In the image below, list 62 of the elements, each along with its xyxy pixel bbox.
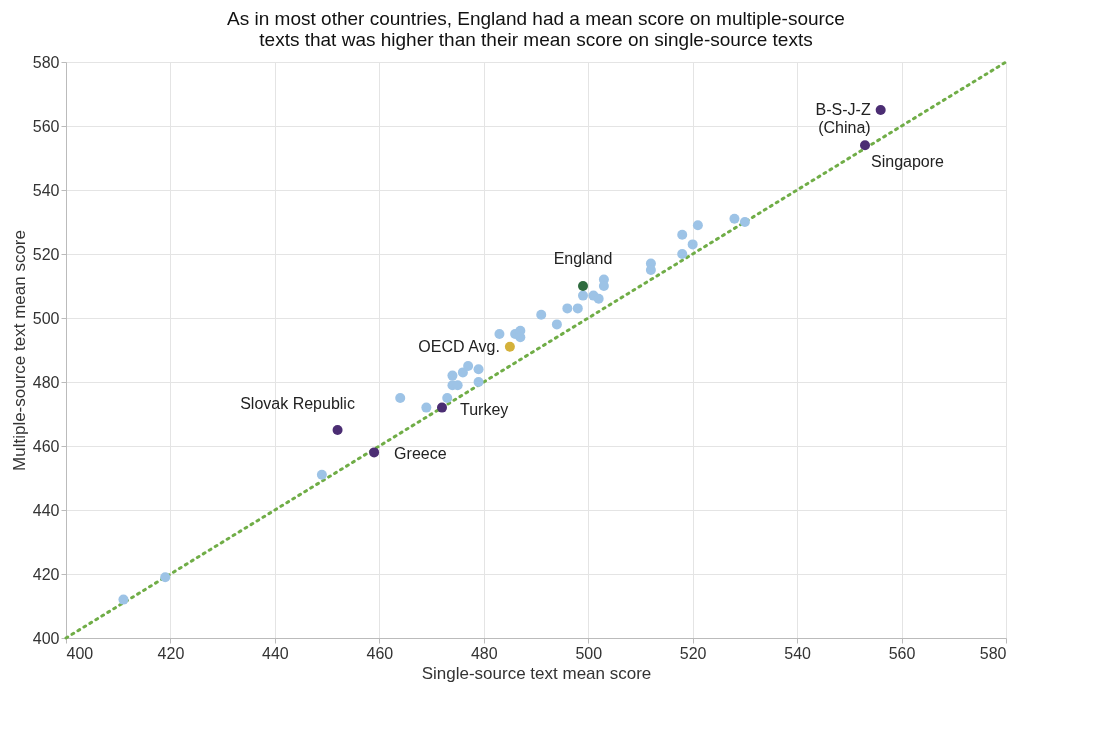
point <box>875 105 886 115</box>
point <box>463 361 474 371</box>
point <box>860 140 870 151</box>
point <box>316 469 327 480</box>
point <box>369 447 380 458</box>
y-tick-label: 500 <box>32 309 60 327</box>
x-axis-title: Single-source text mean score <box>421 663 652 683</box>
annotation: England <box>553 250 613 267</box>
chart-title: As in most other countries, England had a mean score on multiple-source texts that was higher than their mean score on single-source texts <box>227 8 845 50</box>
x-tick-label: 440 <box>262 644 289 662</box>
point <box>395 393 406 403</box>
y-tick-label: 460 <box>32 437 60 455</box>
y-tick-label: 580 <box>32 53 60 71</box>
annotation: Greece <box>394 445 447 463</box>
y-tick-label: 420 <box>32 565 60 583</box>
point <box>447 370 458 381</box>
point <box>562 303 573 314</box>
point <box>677 249 688 259</box>
point <box>645 265 656 275</box>
x-tick-label: 460 <box>366 644 394 662</box>
y-tick-label: 540 <box>32 181 60 199</box>
point <box>729 213 740 224</box>
point <box>578 281 588 291</box>
point <box>437 402 447 413</box>
point <box>739 217 750 227</box>
y-tick-label: 440 <box>32 501 60 519</box>
point <box>473 377 484 387</box>
x-tick-label: 500 <box>575 644 603 662</box>
point <box>160 572 171 583</box>
point <box>118 594 129 605</box>
point <box>578 290 588 301</box>
point <box>504 341 515 352</box>
x-tick-label: 420 <box>157 644 185 662</box>
point <box>536 309 547 320</box>
x-tick-label: 400 <box>66 644 94 662</box>
annotation: Slovak Republic <box>240 395 355 412</box>
point <box>421 402 432 413</box>
point <box>677 229 688 240</box>
x-tick-label: 520 <box>679 644 707 662</box>
point <box>442 393 453 403</box>
x-tick-label: 540 <box>784 644 812 662</box>
annotation: Turkey <box>460 400 509 418</box>
y-tick-label: 560 <box>32 117 60 135</box>
y-tick-label: 520 <box>32 245 60 263</box>
point <box>593 293 604 304</box>
point <box>473 364 484 375</box>
x-tick-label: 560 <box>888 644 916 662</box>
annotation: Singapore <box>871 153 945 171</box>
x-tick-label: 480 <box>470 644 498 662</box>
point <box>598 281 609 291</box>
point <box>551 319 562 330</box>
point <box>692 220 703 231</box>
point <box>494 329 505 339</box>
y-tick-label: 480 <box>32 373 60 391</box>
annotation: B-S-J-Z (China) <box>815 101 871 136</box>
annotation: OECD Avg. <box>418 337 500 355</box>
point <box>572 303 583 314</box>
y-tick-label: 400 <box>32 629 60 647</box>
y-axis-title: Multiple-source text mean score <box>9 230 29 471</box>
point <box>687 239 698 250</box>
point <box>332 425 343 435</box>
x-tick-label: 580 <box>979 644 1007 662</box>
